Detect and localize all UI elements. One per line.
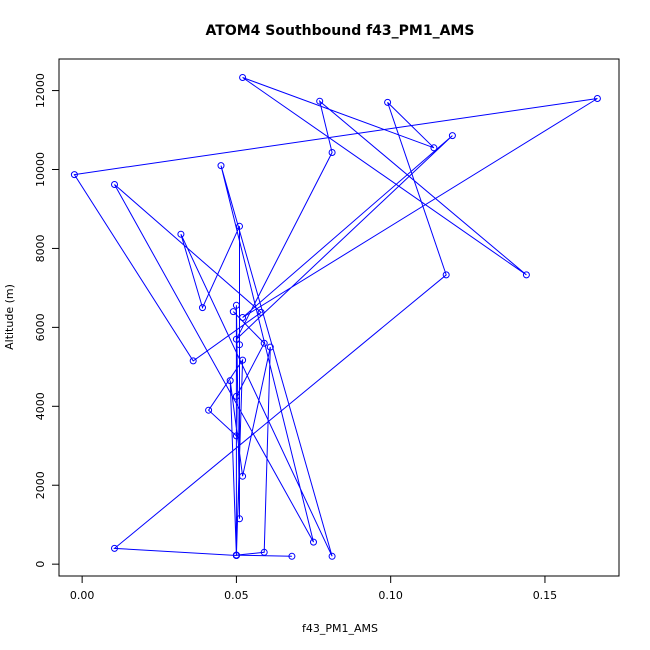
x-axis: 0.00 0.05 0.10 0.15 <box>70 576 557 602</box>
data-point <box>328 149 336 156</box>
y-tick-label: 8000 <box>34 234 47 262</box>
data-point <box>266 343 274 351</box>
x-tick-label: 0.05 <box>224 589 249 602</box>
data-point <box>229 308 237 316</box>
y-tick-label: 0 <box>34 561 47 568</box>
y-tick-label: 2000 <box>34 471 47 499</box>
y-axis: 0 2000 4000 6000 8000 10000 12000 <box>34 73 59 568</box>
data-point <box>199 304 206 312</box>
series-line <box>73 77 598 557</box>
data-point <box>430 144 438 152</box>
chart-title: ATOM4 Southbound f43_PM1_AMS <box>206 23 475 39</box>
y-tick-label: 6000 <box>34 313 47 341</box>
data-point <box>232 552 240 559</box>
data-point <box>236 515 243 523</box>
data-point <box>232 301 240 309</box>
data-point <box>522 271 530 279</box>
data-point <box>232 392 240 400</box>
data-point <box>239 74 247 81</box>
data-point <box>205 406 213 414</box>
data-point <box>177 230 185 238</box>
x-tick-label: 0.10 <box>378 589 403 602</box>
data-point <box>260 339 268 347</box>
data-point <box>226 377 234 385</box>
y-tick-label: 4000 <box>34 392 47 420</box>
data-point <box>310 538 317 546</box>
y-axis-label: Altitude (m) <box>3 284 16 350</box>
data-point <box>593 95 601 102</box>
data-point <box>111 544 118 552</box>
data-point <box>239 314 247 321</box>
data-point <box>236 341 243 349</box>
data-point <box>239 356 247 364</box>
x-tick-label: 0.00 <box>70 589 95 602</box>
x-axis-label: f43_PM1_AMS <box>302 622 378 635</box>
data-point <box>236 222 243 230</box>
x-tick-label: 0.15 <box>533 589 558 602</box>
data-point <box>442 271 450 279</box>
data-point <box>111 181 118 188</box>
data-point <box>232 432 240 440</box>
y-tick-label: 12000 <box>34 73 47 108</box>
data-point <box>189 357 197 365</box>
data-point <box>384 98 392 106</box>
data-point <box>316 97 324 105</box>
plot-frame <box>58 58 620 577</box>
data-point <box>217 162 225 170</box>
data-point <box>328 552 336 560</box>
data-point <box>257 308 265 316</box>
data-point <box>239 472 247 480</box>
data-point <box>70 171 78 179</box>
series-layer <box>70 74 601 560</box>
y-tick-label: 10000 <box>34 152 47 187</box>
data-point <box>448 132 456 140</box>
data-point <box>288 552 296 560</box>
data-point <box>260 548 268 556</box>
data-point <box>232 335 240 343</box>
